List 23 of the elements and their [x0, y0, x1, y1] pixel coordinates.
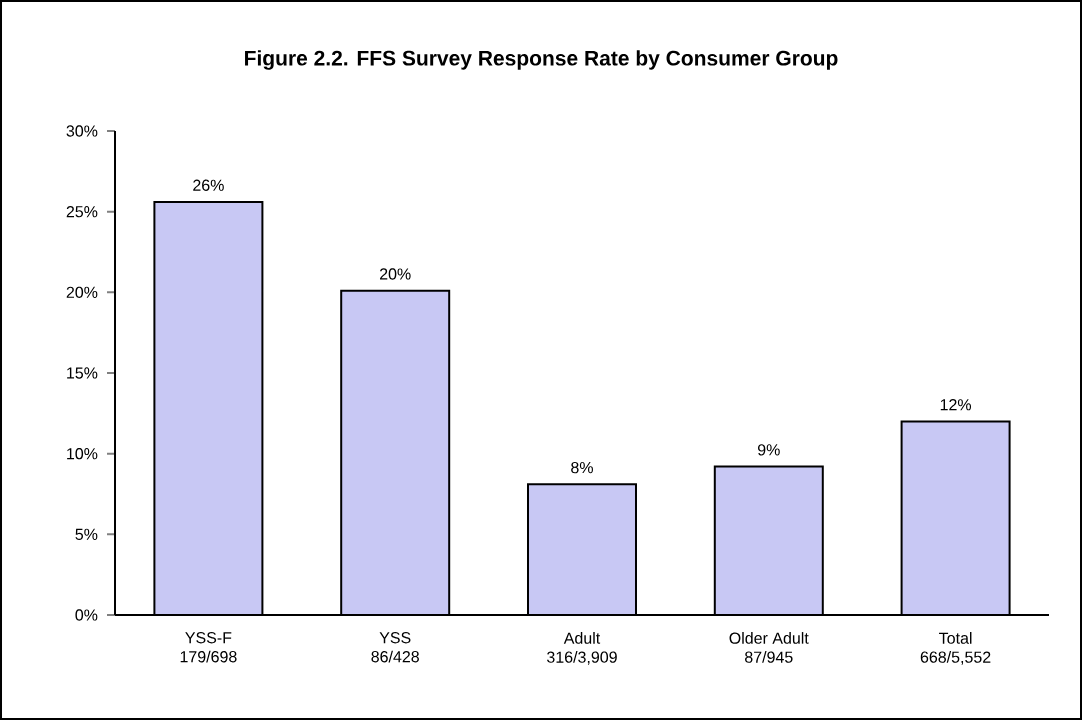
bar — [341, 290, 450, 615]
bar — [714, 466, 823, 615]
data-label: 9% — [757, 444, 780, 456]
y-tick-label: 25% — [66, 206, 98, 218]
bar — [900, 420, 1011, 615]
y-tick-label: 0% — [75, 609, 98, 621]
data-label: 20% — [380, 268, 411, 280]
x-tick-label: YSS 86/428 — [371, 632, 419, 663]
x-tick-label: YSS-F 179/698 — [180, 632, 237, 663]
data-label: 26% — [193, 179, 224, 191]
x-tick-label: Adult 316/3,909 — [547, 632, 617, 665]
bar — [528, 484, 636, 615]
y-tick-label: 30% — [66, 125, 98, 137]
y-tick-label: 20% — [66, 286, 98, 298]
bar — [154, 201, 263, 615]
x-tick-label: Total 668/5,552 — [920, 632, 991, 665]
chart-title: Figure 2.2. FFS Survey Response Rate by Consumer Group — [245, 50, 838, 70]
y-tick-label: 5% — [75, 528, 98, 540]
y-tick-label: 10% — [67, 448, 98, 460]
x-tick-label: Older Adult 87/945 — [729, 632, 809, 663]
data-label: 12% — [940, 399, 972, 411]
y-tick-label: 15% — [67, 367, 98, 379]
data-label: 8% — [571, 461, 593, 474]
